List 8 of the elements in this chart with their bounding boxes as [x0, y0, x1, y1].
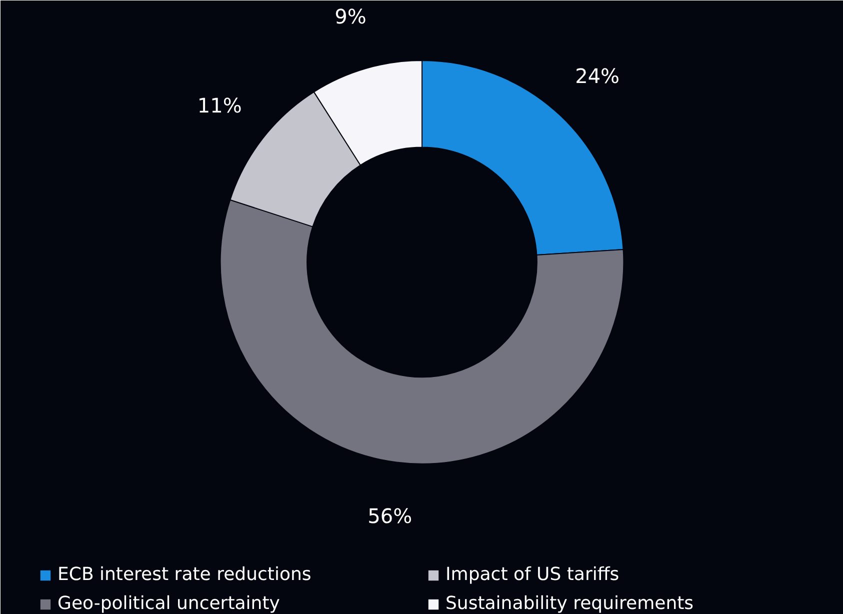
data-label: 9%: [334, 4, 366, 29]
legend-label: Impact of US tariffs: [446, 564, 620, 585]
data-label: 11%: [197, 94, 242, 118]
legend-label: Geo-political uncertainty: [58, 593, 281, 614]
data-label: 24%: [575, 64, 620, 88]
legend-label: ECB interest rate reductions: [58, 564, 312, 585]
data-label: 56%: [368, 504, 412, 528]
legend-label: Sustainability requirements: [446, 593, 695, 614]
